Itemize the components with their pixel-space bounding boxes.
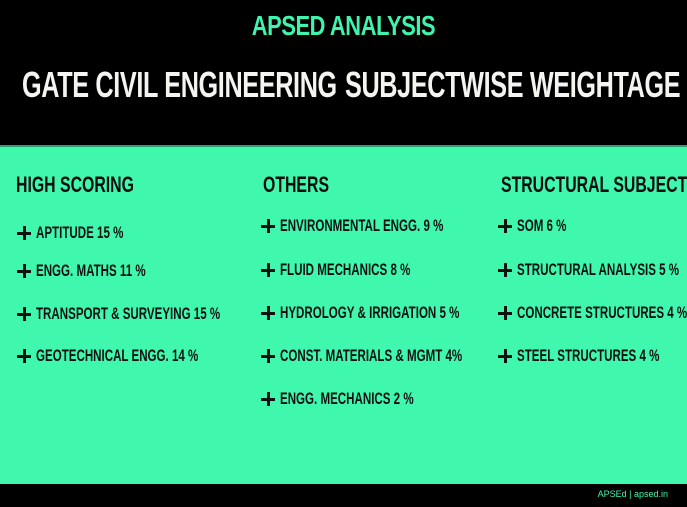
list-item: FLUID MECHANICS 8 % [261,260,472,280]
item-label: HYDROLOGY & IRRIGATION 5 % [280,303,460,322]
column-title: STRUCTURAL SUBJECTS [501,172,687,197]
item-label: GEOTECHNICAL ENGG. 14 % [36,346,199,365]
list-item: ENVIRONMENTAL ENGG. 9 % [261,216,520,236]
list-item: GEOTECHNICAL ENGG. 14 % [17,346,275,366]
list-item: ENGG. MECHANICS 2 % [261,389,476,409]
item-label: STEEL STRUCTURES 4 % [517,346,660,365]
subtitle-exam: GATE CIVIL ENGINEERING [22,64,337,105]
header: APSED ANALYSIS GATE CIVIL ENGINEERING SU… [0,0,687,145]
item-label: FLUID MECHANICS 8 % [280,260,411,279]
item-label: ENGG. MECHANICS 2 % [280,389,414,408]
plus-icon [17,226,31,240]
plus-icon [17,307,31,321]
plus-icon [498,219,512,233]
item-label: APTITUDE 15 % [36,223,124,242]
item-label: SOM 6 % [517,216,567,235]
plus-icon [261,306,275,320]
list-item: SOM 6 % [498,216,590,236]
item-label: CONCRETE STRUCTURES 4 % [517,303,687,322]
item-label: STRUCTURAL ANALYSIS 5 % [517,260,680,279]
plus-icon [17,264,31,278]
column-title: OTHERS [263,172,330,197]
list-item: CONCRETE STRUCTURES 4 % [498,303,687,323]
footer-credit: APSEd | apsed.in [597,489,668,499]
plus-icon [261,349,275,363]
brand-title: APSED ANALYSIS [251,10,436,41]
list-item: TRANSPORT & SURVEYING 15 % [17,304,307,324]
plus-icon [261,219,275,233]
plus-icon [498,263,512,277]
list-item: STEEL STRUCTURES 4 % [498,346,687,366]
list-item: ENGG. MATHS 11 % [17,261,197,281]
plus-icon [261,392,275,406]
plus-icon [498,306,512,320]
plus-icon [17,349,31,363]
subtitle-weightage: SUBJECTWISE WEIGHTAGE [345,64,681,105]
column-title: HIGH SCORING [16,172,134,197]
item-label: ENGG. MATHS 11 % [36,261,146,280]
item-label: CONST. MATERIALS & MGMT 4% [280,346,463,365]
list-item: CONST. MATERIALS & MGMT 4% [261,346,548,366]
list-item: APTITUDE 15 % [17,223,164,243]
list-item: HYDROLOGY & IRRIGATION 5 % [261,303,544,323]
weightage-panel: HIGH SCORING APTITUDE 15 % ENGG. MATHS 1… [0,145,687,484]
plus-icon [498,349,512,363]
footer: APSEd | apsed.in [0,484,687,507]
plus-icon [261,263,275,277]
list-item: STRUCTURAL ANALYSIS 5 % [498,260,687,280]
item-label: TRANSPORT & SURVEYING 15 % [36,304,221,323]
item-label: ENVIRONMENTAL ENGG. 9 % [280,216,444,235]
